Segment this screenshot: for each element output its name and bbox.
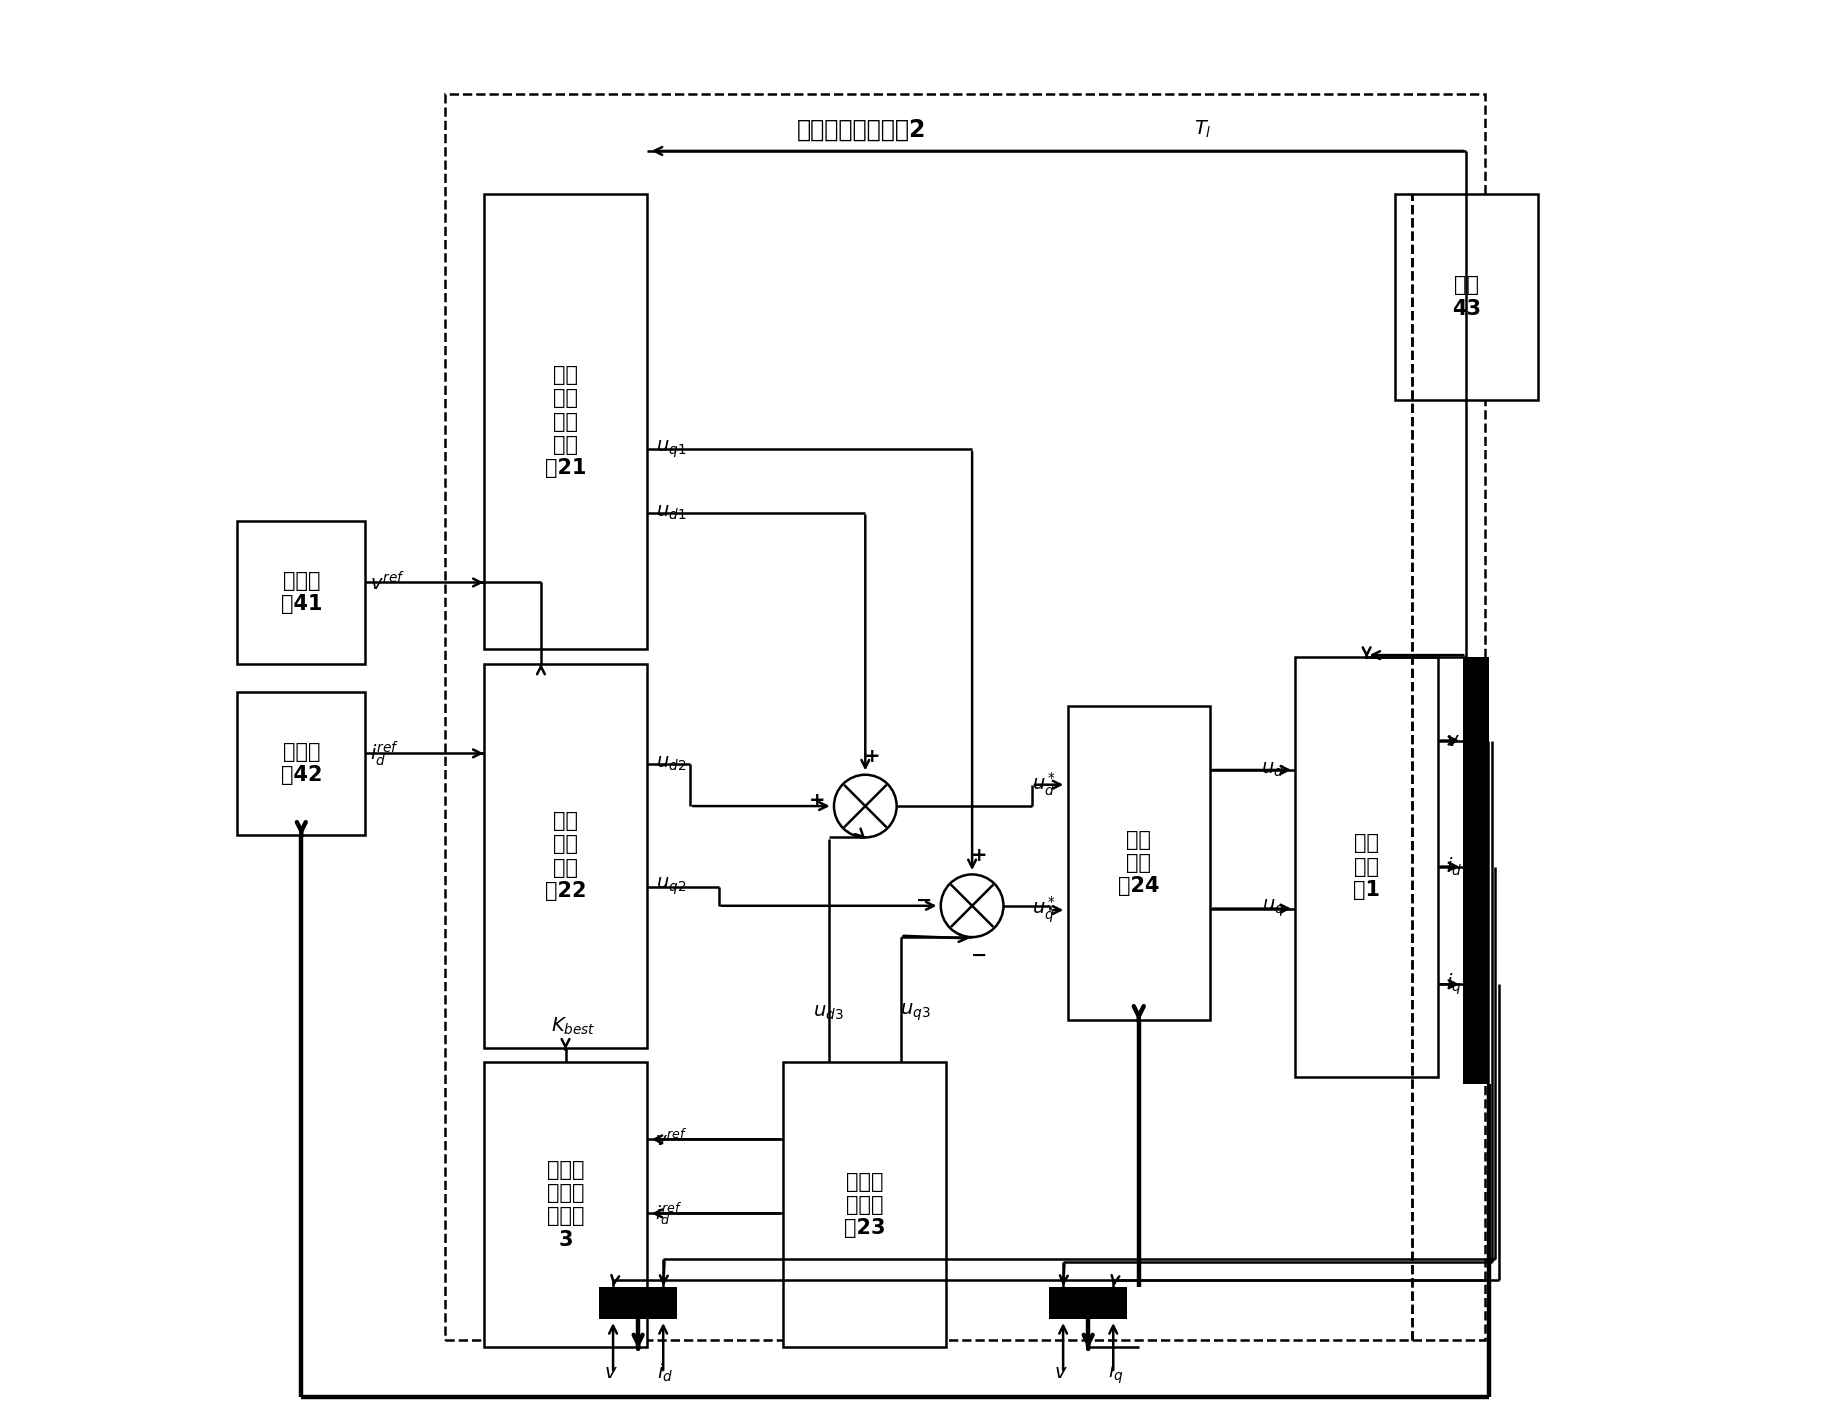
Text: $v$: $v$: [1447, 731, 1460, 751]
Text: −: −: [916, 890, 933, 909]
Text: $u_{q2}$: $u_{q2}$: [655, 876, 687, 898]
Bar: [483, 664, 648, 1049]
Text: $i_q$: $i_q$: [1107, 1360, 1124, 1386]
Text: +: +: [865, 746, 881, 766]
Text: 电压解
耦控制
器23: 电压解 耦控制 器23: [845, 1172, 885, 1239]
Bar: [237, 521, 365, 664]
Text: 车身
43: 车身 43: [1452, 275, 1482, 318]
Text: −: −: [971, 946, 988, 965]
Circle shape: [834, 775, 896, 838]
Text: $u_d$: $u_d$: [1261, 761, 1283, 779]
Text: +: +: [808, 791, 824, 811]
Text: $v$: $v$: [1054, 1363, 1069, 1383]
Text: 电磁
作动
器1: 电磁 作动 器1: [1353, 833, 1381, 900]
Bar: [1067, 706, 1210, 1020]
Text: 控制器
参数优
化模块
3: 控制器 参数优 化模块 3: [547, 1160, 584, 1250]
Text: $K_{best}$: $K_{best}$: [551, 1016, 597, 1037]
Bar: [237, 692, 365, 835]
Text: $i_d^{ref}$: $i_d^{ref}$: [654, 1200, 681, 1227]
Bar: [1296, 656, 1438, 1077]
Text: $u_q^*$: $u_q^*$: [1032, 895, 1056, 925]
Text: $u_{q1}$: $u_{q1}$: [655, 438, 687, 459]
Circle shape: [940, 875, 1004, 938]
Text: $u_{d1}$: $u_{d1}$: [655, 504, 687, 522]
Text: 限压
控制
器24: 限压 控制 器24: [1118, 831, 1160, 896]
Text: $u_{d3}$: $u_{d3}$: [813, 1003, 845, 1022]
Text: $u_{q3}$: $u_{q3}$: [900, 1002, 931, 1023]
Text: $v$: $v$: [604, 1363, 617, 1383]
Text: $u_q$: $u_q$: [1261, 898, 1283, 919]
Text: $u_d^*$: $u_d^*$: [1032, 771, 1056, 799]
Text: $i_d$: $i_d$: [657, 1361, 674, 1384]
Bar: [782, 1063, 947, 1347]
Text: $u_{d2}$: $u_{d2}$: [655, 753, 687, 773]
Bar: [483, 194, 648, 649]
Bar: [1048, 1287, 1127, 1319]
Text: 速度给
定41: 速度给 定41: [281, 571, 321, 614]
Bar: [483, 1063, 648, 1347]
Text: $v^{ref}$: $v^{ref}$: [654, 1129, 687, 1150]
Bar: [599, 1287, 677, 1319]
Text: 突变
负载
补偿
控制
器21: 突变 负载 补偿 控制 器21: [545, 365, 586, 478]
Bar: [1463, 656, 1489, 1083]
Text: 状态
反馈
控制
器22: 状态 反馈 控制 器22: [545, 811, 586, 900]
Bar: [1395, 194, 1537, 400]
Text: 抗饱和复合控制器2: 抗饱和复合控制器2: [797, 117, 925, 141]
Text: 电流给
定42: 电流给 定42: [281, 742, 321, 785]
Bar: [444, 94, 1485, 1340]
Text: +: +: [971, 846, 988, 865]
Text: $T_l$: $T_l$: [1193, 118, 1212, 140]
Text: $v^{ref}$: $v^{ref}$: [369, 571, 404, 594]
Text: $i_d$: $i_d$: [1447, 855, 1463, 878]
Text: $i_q$: $i_q$: [1447, 972, 1461, 997]
Text: $i_d^{ref}$: $i_d^{ref}$: [369, 739, 398, 768]
